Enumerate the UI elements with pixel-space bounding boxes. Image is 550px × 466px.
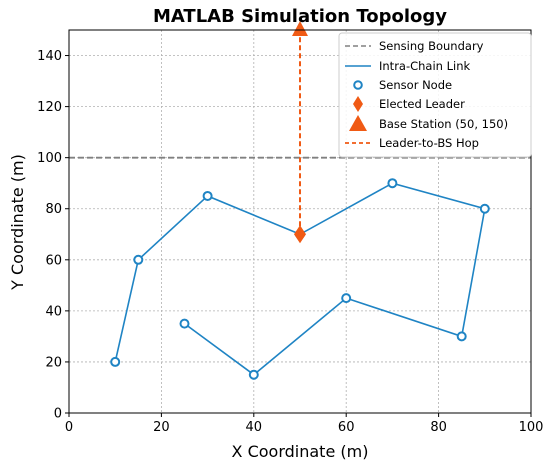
legend-label-sensor-node: Sensor Node [379, 78, 452, 92]
y-tick-label: 100 [37, 151, 62, 166]
sensor-node [133, 254, 144, 265]
y-tick-label: 60 [45, 253, 62, 268]
sensor-node [202, 190, 213, 201]
sensor-node [341, 293, 352, 304]
legend-label-leader-to-bs-hop: Leader-to-BS Hop [379, 136, 479, 150]
x-tick-label: 100 [519, 420, 544, 435]
sensor-node [456, 331, 467, 342]
chart-title: MATLAB Simulation Topology [153, 6, 447, 27]
legend-label-elected-leader: Elected Leader [379, 97, 465, 111]
legend: Sensing Boundary Intra-Chain Link Sensor… [338, 32, 532, 158]
legend-label-base-station: Base Station (50, 150) [379, 117, 508, 131]
sensor-node [179, 318, 190, 329]
x-tick-label: 40 [246, 420, 263, 435]
sensor-node [479, 203, 490, 214]
axes: 0 20 40 60 80 100 0 20 40 60 80 100 120 140 [37, 29, 544, 435]
x-tick-label: 0 [65, 420, 73, 435]
plot-area [69, 21, 531, 380]
y-tick-label: 0 [54, 407, 62, 422]
legend-swatch-base-station [349, 115, 367, 131]
legend-label-sensing-boundary: Sensing Boundary [379, 39, 484, 53]
base-station-marker [292, 21, 308, 36]
y-axis-label: Y Coordinate (m) [8, 154, 27, 291]
x-axis-label: X Coordinate (m) [232, 442, 369, 461]
legend-swatch-elected-leader [353, 96, 363, 112]
intra-chain-link [114, 182, 486, 376]
sensor-node [110, 356, 121, 367]
plot-frame [68, 29, 532, 414]
y-tick-label: 140 [37, 49, 62, 64]
legend-box [338, 32, 532, 158]
legend-label-intra-chain-link: Intra-Chain Link [379, 59, 471, 73]
sensor-node [387, 178, 398, 189]
y-tick-label: 120 [37, 100, 62, 115]
elected-leader-marker [294, 225, 306, 244]
x-tick-label: 20 [153, 420, 170, 435]
y-tick-label: 20 [45, 355, 62, 370]
y-tick-label: 80 [45, 202, 62, 217]
y-tick-label: 40 [45, 304, 62, 319]
x-tick-label: 60 [338, 420, 355, 435]
sensor-node [248, 369, 259, 380]
legend-swatch-sensor-node [353, 80, 363, 90]
x-tick-label: 80 [430, 420, 447, 435]
